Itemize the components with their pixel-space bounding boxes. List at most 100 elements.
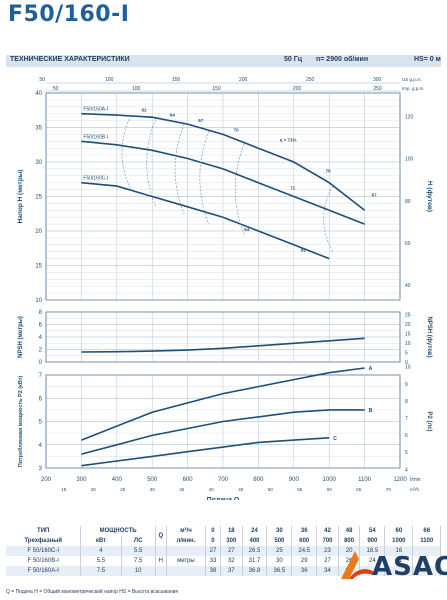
top-axis-tick-label: 150 — [212, 86, 221, 92]
head-curve-0 — [81, 112, 366, 211]
speed-label: n= 2900 об/мин — [316, 56, 369, 63]
y-tick-label: 0 — [39, 360, 43, 366]
table-cell: 32 — [220, 556, 243, 566]
y-axis-label: Напор Н (метры) — [17, 170, 24, 224]
y-right-tick-label: 40 — [405, 283, 411, 289]
table-cell: 16 — [384, 546, 414, 556]
table-cell: 10 — [121, 566, 156, 576]
x-tick-label: 1100 — [358, 477, 372, 483]
x-tick-label: 500 — [147, 477, 158, 483]
table-cell: 18.5 — [359, 546, 386, 556]
table-cell: Н — [155, 556, 167, 566]
y-right-tick-label: 60 — [405, 241, 411, 247]
table-cell: 24 — [359, 556, 386, 566]
x-tick-label-m3h: 45 — [238, 487, 244, 492]
efficiency-arc — [174, 123, 185, 214]
y-right-tick-label: 15 — [405, 331, 411, 337]
table-cell: метры — [166, 556, 206, 566]
table-sub-c14: 1100 — [412, 536, 441, 546]
table-cell: 27 — [316, 556, 339, 566]
top-axis-tick-label: 100 — [132, 86, 141, 92]
power-curve-1 — [81, 409, 365, 455]
table-head-c11: 54 — [359, 526, 386, 536]
table-head-c7: 30 — [266, 526, 293, 536]
x-tick-label-m3h: 60 — [327, 487, 333, 492]
spec-header-label: ТЕХНИЧЕСКИЕ ХАРАКТЕРИСТИКИ — [10, 56, 130, 63]
table-sub-c13: 1000 — [384, 536, 414, 546]
table-cell: 27 — [205, 546, 221, 556]
brand-logo: ASAO — [372, 552, 447, 582]
x-tick-label: 200 — [41, 477, 52, 483]
efficiency-label: 64 — [170, 112, 176, 117]
top-axis-tick-label: 50 — [39, 77, 45, 83]
table-cell: 27 — [220, 546, 243, 556]
top-axis-tick-label: 100 — [105, 77, 114, 83]
y-tick-label: 6 — [39, 323, 43, 329]
table-cell — [384, 566, 414, 576]
x-tick-label: 1000 — [323, 477, 337, 483]
series-label: F50/160A-I — [83, 107, 108, 113]
table-header-row: ТИП МОЩНОСТЬ Q м³/ч 0 18 24 30 36 42 48 … — [6, 526, 441, 546]
y-tick-label: 4 — [39, 335, 43, 341]
table-cell: F 50/160B-I — [6, 556, 82, 566]
table-subheader-row: Трехфазный кВт ЛС л/мин. 0 300 400 500 6… — [6, 536, 441, 546]
x-tick-label-m3h: 50 — [268, 487, 274, 492]
table-head-type: ТИП — [6, 526, 82, 536]
x-tick-label-m3h: 20 — [91, 487, 97, 492]
table-sub-phase: Трехфазный — [6, 536, 82, 546]
table-cell: 4 — [80, 546, 122, 556]
efficiency-arc — [323, 186, 334, 252]
frequency-label: 50 Гц — [284, 56, 303, 63]
table-sub-c5: 0 — [205, 536, 221, 546]
table-row: F 50/160C-I 4 5.5 27 27 26.5 25 24.5 23 … — [6, 546, 441, 556]
table-cell: 23 — [316, 546, 339, 556]
table-sub-c12: 900 — [359, 536, 386, 546]
table-head-c12: 60 — [384, 526, 414, 536]
x-tick-label-m3h: 65 — [356, 487, 362, 492]
y-axis-right-label: NPSH (футов) — [426, 316, 433, 357]
efficiency-label: 64 — [244, 227, 250, 232]
x-tick-label: 800 — [253, 477, 264, 483]
y-tick-label: 2 — [39, 348, 43, 354]
x-tick-label-m3h: 70 — [386, 487, 392, 492]
footer-legend: Q = Подача Н = Общий манометрический нап… — [6, 589, 179, 595]
table-cell: 33 — [205, 556, 221, 566]
y-tick-label: 4 — [39, 443, 43, 449]
x-tick-label: 900 — [289, 477, 300, 483]
y-right-tick-label: 5 — [405, 450, 408, 456]
table-cell — [412, 566, 441, 576]
efficiency-arc — [146, 119, 157, 207]
top-axis-tick-label: 200 — [239, 77, 248, 83]
table-head-power: МОЩНОСТЬ — [80, 526, 156, 536]
x-tick-label-m3h: 55 — [297, 487, 303, 492]
y-right-tick-label: 9 — [405, 382, 408, 388]
y-axis-label: Потребляемая мощность Р2 (кВт) — [17, 376, 24, 468]
table-cell: 30 — [266, 556, 293, 566]
efficiency-arc — [234, 143, 245, 235]
x-tick-label: 700 — [218, 477, 229, 483]
table-cell: 38 — [205, 566, 221, 576]
table-head-c6: 24 — [242, 526, 268, 536]
table-cell: 7.5 — [80, 566, 122, 576]
x-tick-label: 400 — [112, 477, 123, 483]
efficiency-label: 70 — [234, 128, 240, 133]
y-tick-label: 15 — [35, 264, 42, 270]
table-cell: 21 — [384, 556, 414, 566]
table-sub-c9: 600 — [291, 536, 318, 546]
series-label: F50/160C-I — [83, 176, 108, 182]
table-cell — [412, 546, 441, 556]
y-right-tick-label: 0 — [405, 360, 408, 366]
table-cell: 26.5 — [242, 546, 268, 556]
top-axis-tick-label: 50 — [53, 86, 59, 92]
table-sub-c11: 800 — [338, 536, 361, 546]
y-right-tick-label: 6 — [405, 433, 408, 439]
table-cell: 29 — [291, 556, 318, 566]
y-tick-label: 40 — [35, 91, 42, 97]
x-unit-lmin: l/min — [410, 477, 421, 483]
table-sub-c6: 300 — [220, 536, 243, 546]
y-right-tick-label: 120 — [405, 115, 414, 121]
table-cell — [155, 546, 167, 556]
table-cell: 5.5 — [121, 546, 156, 556]
top-axis-tick-label: 250 — [306, 77, 315, 83]
top-axis-tick-label: 150 — [172, 77, 181, 83]
